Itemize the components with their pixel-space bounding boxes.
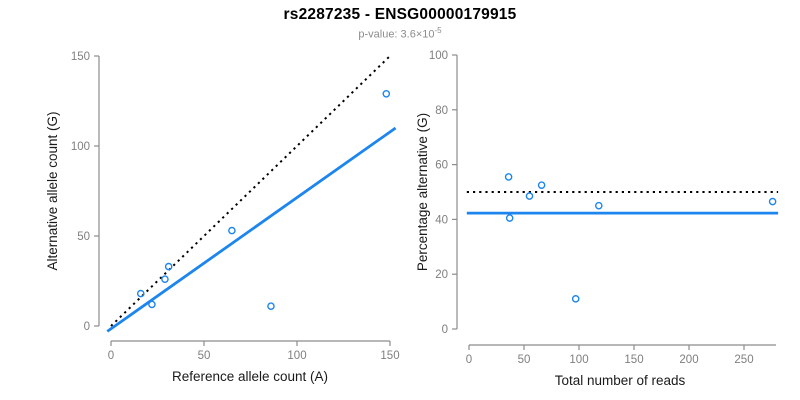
data-point xyxy=(505,214,514,222)
data-point xyxy=(595,201,603,210)
x-tick-label: 0 xyxy=(466,354,472,366)
x-tick-label: 50 xyxy=(518,354,531,366)
y-tick-label: 150 xyxy=(71,51,90,63)
y-tick-label: 0 xyxy=(84,321,90,333)
y-tick-label: 60 xyxy=(435,160,448,172)
x-tick-label: 50 xyxy=(198,350,211,362)
data-point xyxy=(525,192,534,200)
data-point xyxy=(382,90,391,98)
y-tick-label: 80 xyxy=(435,105,448,117)
data-point xyxy=(148,300,156,309)
data-point xyxy=(768,197,777,206)
pvalue-label: p-value: 3.6×10 xyxy=(358,28,435,41)
x-tick-label: 150 xyxy=(380,350,399,362)
figure-title: rs2287235 - ENSG00000179915 xyxy=(283,6,517,23)
y-tick-label: 50 xyxy=(77,231,90,243)
y-tick-label: 100 xyxy=(429,50,448,62)
data-point xyxy=(571,295,580,303)
data-point xyxy=(136,289,145,298)
plot-allele-counts: 0 50 100 150 0 50 100 150 Reference allele count… xyxy=(45,51,400,384)
x-tick-label: 0 xyxy=(108,350,114,362)
x-tick-label: 100 xyxy=(287,350,306,362)
data-point xyxy=(228,226,236,235)
y-tick-label: 0 xyxy=(442,324,448,336)
x-axis-title: Total number of reads xyxy=(555,373,686,388)
data-point xyxy=(164,262,173,271)
figure-subtitle: p-value: 3.6×10-5 xyxy=(0,26,800,41)
x-tick-label: 250 xyxy=(734,354,753,366)
x-tick-label: 200 xyxy=(679,354,698,366)
y-tick-label: 40 xyxy=(435,214,448,226)
x-tick-label: 100 xyxy=(569,354,588,366)
x-axis-title: Reference allele count (A) xyxy=(172,369,328,384)
fit-line xyxy=(106,126,397,333)
data-point xyxy=(504,173,513,181)
y-tick-label: 20 xyxy=(435,269,448,281)
pvalue-exponent: -5 xyxy=(434,26,442,35)
data-point xyxy=(161,275,169,284)
data-point xyxy=(267,302,275,311)
y-axis-title: Percentage alternative (G) xyxy=(415,113,430,271)
y-tick-label: 100 xyxy=(71,141,90,153)
data-point xyxy=(537,181,546,189)
identity-line-50pct xyxy=(110,55,391,327)
y-axis-title: Alternative allele count (G) xyxy=(45,111,60,270)
x-tick-label: 150 xyxy=(624,354,643,366)
plot-percentage-vs-coverage: 0 20 40 60 80 100 0 50 100 150 200 250 Total number … xyxy=(415,50,779,388)
